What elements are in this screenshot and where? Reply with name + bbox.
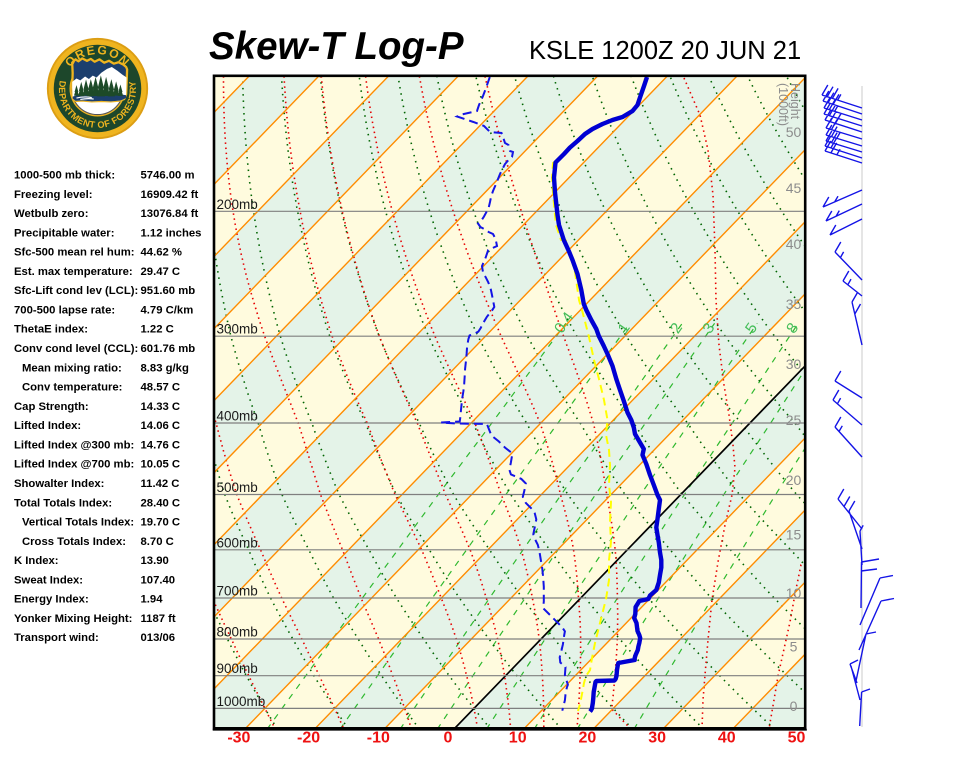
svg-text:Precipitable water:: Precipitable water: [14, 227, 114, 239]
svg-text:8.83 g/kg: 8.83 g/kg [141, 362, 189, 374]
svg-text:10: 10 [786, 585, 802, 601]
svg-text:800mb: 800mb [217, 625, 258, 640]
svg-text:40: 40 [786, 236, 802, 252]
svg-text:14.06 C: 14.06 C [141, 420, 181, 432]
svg-text:-10: -10 [367, 730, 390, 747]
svg-text:ThetaE index:: ThetaE index: [14, 324, 88, 336]
svg-text:Height: Height [788, 83, 802, 120]
svg-text:Sfc-Lift cond lev (LCL):: Sfc-Lift cond lev (LCL): [14, 285, 138, 297]
svg-text:600mb: 600mb [217, 535, 258, 550]
svg-text:Cross Totals Index:: Cross Totals Index: [22, 536, 126, 548]
svg-text:Conv cond level (CCL):: Conv cond level (CCL): [14, 343, 138, 355]
svg-text:4.79 C/km: 4.79 C/km [141, 305, 194, 317]
svg-text:1.94: 1.94 [141, 594, 164, 606]
svg-text:951.60 mb: 951.60 mb [141, 285, 196, 297]
svg-text:Lifted Index @700 mb:: Lifted Index @700 mb: [14, 459, 134, 471]
svg-text:30: 30 [648, 730, 666, 747]
svg-text:19.70 C: 19.70 C [141, 517, 181, 529]
svg-text:8.70 C: 8.70 C [141, 536, 174, 548]
svg-text:0: 0 [790, 698, 798, 714]
svg-text:Sfc-500 mean rel hum:: Sfc-500 mean rel hum: [14, 247, 135, 259]
svg-text:Total Totals Index:: Total Totals Index: [14, 497, 112, 509]
svg-text:400mb: 400mb [217, 409, 258, 424]
svg-text:Lifted Index @300 mb:: Lifted Index @300 mb: [14, 439, 134, 451]
svg-text:Cap Strength:: Cap Strength: [14, 401, 89, 413]
svg-text:35: 35 [786, 296, 802, 312]
svg-text:Mean mixing ratio:: Mean mixing ratio: [22, 362, 122, 374]
svg-text:Yonker Mixing Height:: Yonker Mixing Height: [14, 613, 132, 625]
svg-text:14.76 C: 14.76 C [141, 439, 181, 451]
svg-text:Transport wind:: Transport wind: [14, 632, 99, 644]
svg-text:29.47 C: 29.47 C [141, 266, 181, 278]
svg-text:10: 10 [509, 730, 527, 747]
svg-text:28.40 C: 28.40 C [141, 497, 181, 509]
svg-text:(1000ft): (1000ft) [776, 83, 790, 126]
svg-text:16909.42 ft: 16909.42 ft [141, 189, 199, 201]
svg-text:Sweat Index:: Sweat Index: [14, 574, 83, 586]
svg-text:10.05 C: 10.05 C [141, 459, 181, 471]
svg-text:50: 50 [788, 730, 806, 747]
svg-text:013/06: 013/06 [141, 632, 176, 644]
svg-text:13.90: 13.90 [141, 555, 169, 567]
svg-text:-30: -30 [227, 730, 250, 747]
svg-text:5746.00 m: 5746.00 m [141, 170, 195, 182]
svg-text:500mb: 500mb [217, 480, 258, 495]
svg-text:44.62 %: 44.62 % [141, 247, 182, 259]
svg-text:700mb: 700mb [217, 584, 258, 599]
svg-text:1000-500 mb thick:: 1000-500 mb thick: [14, 170, 115, 182]
svg-text:1.22 C: 1.22 C [141, 324, 174, 336]
svg-text:200mb: 200mb [217, 197, 258, 212]
svg-text:5: 5 [790, 638, 798, 654]
svg-text:25: 25 [786, 412, 802, 428]
svg-text:Energy Index:: Energy Index: [14, 594, 89, 606]
svg-text:48.57 C: 48.57 C [141, 382, 181, 394]
svg-text:1187 ft: 1187 ft [141, 613, 176, 625]
svg-text:900mb: 900mb [217, 661, 258, 676]
svg-text:20: 20 [786, 472, 802, 488]
svg-text:K Index:: K Index: [14, 555, 59, 567]
svg-text:40: 40 [718, 730, 736, 747]
svg-text:20: 20 [579, 730, 597, 747]
svg-text:1.12 inches: 1.12 inches [141, 227, 202, 239]
svg-text:601.76 mb: 601.76 mb [141, 343, 196, 355]
svg-text:Showalter Index:: Showalter Index: [14, 478, 104, 490]
svg-text:300mb: 300mb [217, 322, 258, 337]
svg-text:1000mb: 1000mb [217, 694, 266, 709]
svg-text:Wetbulb zero:: Wetbulb zero: [14, 208, 88, 220]
svg-text:KSLE 1200Z 20 JUN 21: KSLE 1200Z 20 JUN 21 [529, 37, 801, 65]
svg-text:13076.84 ft: 13076.84 ft [141, 208, 199, 220]
svg-text:107.40: 107.40 [141, 574, 176, 586]
svg-text:Est. max temperature:: Est. max temperature: [14, 266, 133, 278]
svg-text:Conv temperature:: Conv temperature: [22, 382, 122, 394]
svg-text:Skew-T Log-P: Skew-T Log-P [209, 25, 464, 68]
svg-text:0: 0 [444, 730, 453, 747]
svg-text:15: 15 [786, 527, 802, 543]
svg-text:50: 50 [786, 124, 802, 140]
svg-text:700-500 lapse rate:: 700-500 lapse rate: [14, 305, 115, 317]
svg-text:Freezing level:: Freezing level: [14, 189, 92, 201]
svg-text:14.33 C: 14.33 C [141, 401, 181, 413]
svg-text:Vertical Totals Index:: Vertical Totals Index: [22, 517, 134, 529]
svg-text:-20: -20 [297, 730, 320, 747]
svg-text:11.42 C: 11.42 C [141, 478, 180, 490]
svg-text:30: 30 [786, 356, 802, 372]
svg-text:Lifted Index:: Lifted Index: [14, 420, 81, 432]
svg-text:45: 45 [786, 180, 802, 196]
